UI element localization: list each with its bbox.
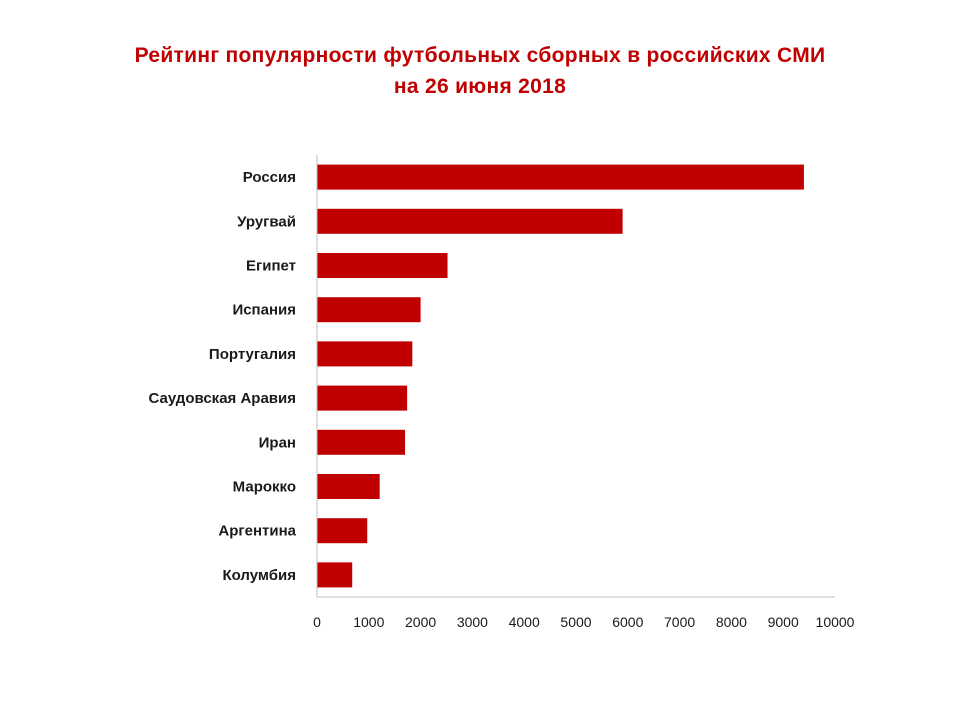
- category-label: Португалия: [209, 346, 296, 363]
- x-tick-label: 7000: [664, 614, 695, 630]
- x-tick-label: 4000: [509, 614, 540, 630]
- category-labels: Россия Уругвай Египет Испания Португалия Сауд…: [148, 169, 296, 584]
- chart-title-line-2: на 26 июня 2018: [393, 75, 567, 98]
- x-tick-label: 9000: [768, 614, 799, 630]
- category-label: Аргентина: [218, 523, 296, 540]
- bar-1: [317, 164, 804, 190]
- x-tick-label: 8000: [716, 614, 747, 630]
- x-tick-label: 6000: [612, 614, 643, 630]
- bars: [317, 164, 804, 588]
- x-tick-label: 2000: [405, 614, 436, 630]
- category-label: Египет: [246, 258, 296, 275]
- bar-10: [317, 562, 353, 588]
- x-tick-label: 5000: [560, 614, 591, 630]
- tick-labels: 0 1000 2000 3000 4000 5000 6000 7000 8000 9000 100…: [313, 614, 855, 630]
- x-tick-label: 1000: [353, 614, 384, 630]
- x-tick-label: 3000: [457, 614, 488, 630]
- bar-2: [317, 208, 623, 234]
- bar-6: [317, 385, 408, 411]
- category-label: Иран: [259, 434, 296, 451]
- category-label: Уругвай: [237, 213, 296, 230]
- x-tick-label: 10000: [816, 614, 855, 630]
- axes: [316, 155, 835, 598]
- category-label: Россия: [243, 169, 296, 186]
- category-label: Марокко: [233, 479, 296, 496]
- x-tick-label: 0: [313, 614, 321, 630]
- bar-9: [317, 518, 368, 544]
- bar-4: [317, 297, 421, 323]
- bar-8: [317, 474, 380, 499]
- chart-title-line-1: Рейтинг популярности футбольных сборных …: [134, 44, 826, 67]
- category-label: Саудовская Аравия: [148, 390, 296, 407]
- category-label: Колумбия: [222, 567, 296, 584]
- category-label: Испания: [232, 302, 296, 319]
- bar-7: [317, 429, 406, 455]
- chart-title: Рейтинг популярности футбольных сборных …: [0, 40, 960, 102]
- bar-5: [317, 341, 413, 367]
- bar-3: [317, 253, 448, 278]
